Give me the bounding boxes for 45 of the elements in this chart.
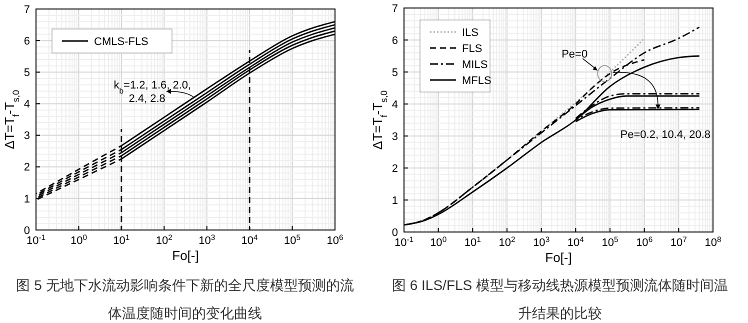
- x-tick-label: 10$^{3}$: [198, 232, 216, 247]
- y-tick-label: 3: [24, 130, 30, 142]
- x-axis-title: Fo[-]: [545, 250, 572, 265]
- x-tick-label: 10$^{0}$: [430, 234, 447, 249]
- legend-label: FLS: [462, 42, 482, 55]
- x-tick-label: 10$^{8}$: [704, 234, 722, 249]
- y-tick-label: 6: [392, 34, 398, 47]
- x-tick-label: 10$^{2}$: [498, 234, 516, 249]
- y-tick-label: 7: [392, 2, 398, 15]
- y-tick-label: 4: [24, 98, 30, 111]
- y-tick-label: 6: [24, 35, 30, 48]
- x-tick-label: 10$^{1}$: [464, 234, 481, 249]
- x-tick-label: 10$^{3}$: [533, 234, 550, 249]
- x-tick-label: 10$^{4}$: [241, 232, 259, 247]
- legend-label: ILS: [462, 26, 479, 39]
- legend-label: CMLS-FLS: [94, 36, 148, 48]
- y-tick-label: 1: [24, 193, 30, 206]
- y-tick-label: 0: [24, 224, 30, 237]
- legend-label: MFLS: [462, 74, 492, 87]
- x-tick-label: 10$^{1}$: [113, 232, 130, 247]
- y-tick-label: 1: [392, 194, 398, 207]
- y-tick-label: 3: [392, 130, 398, 143]
- x-tick-label: 10$^{2}$: [156, 232, 172, 247]
- annotation: 2.4, 2.8: [128, 92, 166, 105]
- x-tick-label: 10$^{7}$: [670, 234, 687, 249]
- y-tick-label: 2: [392, 162, 398, 175]
- legend-label: MILS: [462, 58, 488, 71]
- x-tick-label: 10$^{0}$: [70, 232, 87, 247]
- text: 图 5 无地下水流动影响条件下新的全尺度模型预测的流体温度随时间的变化曲线: [16, 277, 354, 321]
- y-tick-label: 2: [24, 162, 30, 174]
- x-axis-title: Fo[-]: [172, 248, 199, 263]
- annotation: Pe=0.2, 10.4, 20.8: [620, 128, 711, 141]
- x-tick-label: 10$^{5}$: [602, 234, 618, 249]
- annotation: k$_{b}$=1.2, 1.6, 2.0,: [114, 80, 192, 96]
- y-tick-label: 5: [24, 66, 30, 79]
- y-tick-label: 7: [24, 4, 30, 16]
- x-tick-label: 10$^{6}$: [636, 234, 653, 249]
- annotation: Pe=0: [562, 48, 588, 60]
- y-tick-label: 0: [392, 226, 398, 239]
- x-tick-label: 10$^{6}$: [326, 232, 344, 247]
- y-tick-label: 4: [392, 98, 398, 111]
- y-tick-label: 5: [392, 66, 398, 79]
- text: 图 6 ILS/FLS 模型与移动线热源模型预测流体随时间温升结果的比较: [392, 277, 728, 321]
- x-tick-label: 10$^{4}$: [567, 234, 585, 249]
- x-tick-label: 10$^{5}$: [284, 232, 301, 247]
